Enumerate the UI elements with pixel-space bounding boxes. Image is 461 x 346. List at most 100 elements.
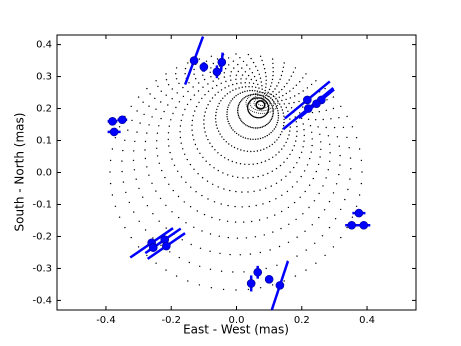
- model-dot: [219, 219, 221, 221]
- model-dot: [223, 76, 226, 78]
- model-dot: [225, 141, 227, 143]
- model-dot: [238, 87, 240, 89]
- model-dot: [136, 110, 138, 112]
- model-dot: [193, 168, 195, 170]
- model-dot: [229, 102, 231, 104]
- model-dot: [259, 137, 262, 140]
- model-dot: [220, 154, 222, 157]
- model-dot: [109, 159, 112, 162]
- model-dot: [266, 147, 268, 149]
- model-dot: [196, 210, 198, 212]
- model-dot: [279, 103, 281, 105]
- model-dot: [263, 95, 265, 98]
- model-dot: [161, 169, 163, 172]
- model-dot: [256, 162, 259, 165]
- model-dot: [237, 111, 239, 114]
- model-dot: [281, 88, 283, 91]
- model-dot: [295, 140, 297, 142]
- model-dot: [195, 105, 198, 108]
- model-dot: [293, 201, 296, 204]
- model-dot: [241, 120, 243, 123]
- model-dot: [230, 71, 232, 73]
- model-dot: [315, 262, 317, 264]
- model-dot: [155, 80, 157, 82]
- model-dot: [189, 163, 192, 166]
- model-dot: [146, 132, 148, 134]
- model-dot: [171, 211, 173, 213]
- model-dot: [283, 62, 285, 64]
- model-dot: [348, 147, 350, 149]
- model-dot: [244, 71, 247, 73]
- model-dot: [182, 114, 184, 116]
- model-dot: [273, 128, 275, 130]
- model-dot: [215, 114, 217, 117]
- model-dot: [272, 130, 274, 132]
- model-dot: [234, 221, 237, 223]
- model-dot: [279, 133, 282, 136]
- model-dot: [172, 112, 174, 115]
- model-dot: [302, 90, 304, 92]
- model-dot: [307, 118, 310, 121]
- model-dot: [137, 246, 140, 248]
- model-dot: [235, 132, 238, 135]
- model-dot: [160, 117, 162, 120]
- model-dot: [324, 87, 326, 90]
- model-dot: [178, 82, 180, 85]
- model-dot: [286, 157, 288, 160]
- model-dot: [250, 150, 252, 153]
- model-dot: [330, 118, 332, 120]
- model-dot: [295, 218, 297, 221]
- model-dot: [251, 89, 254, 92]
- model-dot: [293, 166, 295, 169]
- model-dot: [255, 86, 257, 89]
- model-dot: [253, 190, 255, 192]
- model-dot: [130, 236, 132, 239]
- model-dot: [246, 90, 249, 92]
- model-dot: [241, 99, 243, 101]
- model-dot: [219, 133, 221, 135]
- model-dot: [351, 216, 354, 218]
- model-dot: [264, 160, 267, 162]
- model-dot: [227, 174, 229, 176]
- model-dot: [270, 131, 272, 134]
- model-dot: [270, 185, 272, 187]
- model-dot: [265, 75, 267, 78]
- model-dot: [232, 83, 234, 86]
- model-dot: [138, 220, 140, 222]
- model-core: [245, 92, 279, 114]
- model-dot: [158, 125, 160, 127]
- model-dot: [232, 129, 234, 131]
- model-dot: [309, 157, 311, 160]
- model-dot: [298, 93, 300, 95]
- model-dot: [227, 57, 230, 59]
- model-dot: [346, 226, 348, 229]
- model-dot: [175, 106, 177, 109]
- model-dot: [302, 77, 304, 79]
- model-dot: [167, 104, 169, 106]
- model-dot: [148, 105, 150, 107]
- model-dot: [227, 159, 230, 161]
- model-dot: [226, 93, 229, 95]
- model-dot: [286, 82, 288, 85]
- model-dot: [239, 102, 241, 104]
- model-dot: [277, 82, 280, 84]
- model-dot: [229, 125, 231, 127]
- model-dot: [146, 254, 148, 257]
- model-dot: [252, 82, 255, 85]
- model-dot: [114, 137, 117, 139]
- model-dot: [247, 288, 250, 291]
- x-axis-label: East - West (mas): [183, 323, 289, 337]
- model-dot: [327, 169, 329, 171]
- model-dot: [230, 145, 233, 147]
- model-dot: [201, 194, 203, 197]
- model-dot: [277, 117, 280, 119]
- model-dot: [259, 287, 262, 289]
- x-tick-label: 0.2: [294, 315, 310, 326]
- model-dot: [170, 119, 172, 121]
- model-dot: [133, 211, 135, 213]
- model-dot: [136, 131, 138, 133]
- model-dot: [199, 152, 201, 154]
- model-dot: [218, 235, 220, 237]
- model-dot: [251, 72, 254, 74]
- model-dot: [173, 164, 176, 166]
